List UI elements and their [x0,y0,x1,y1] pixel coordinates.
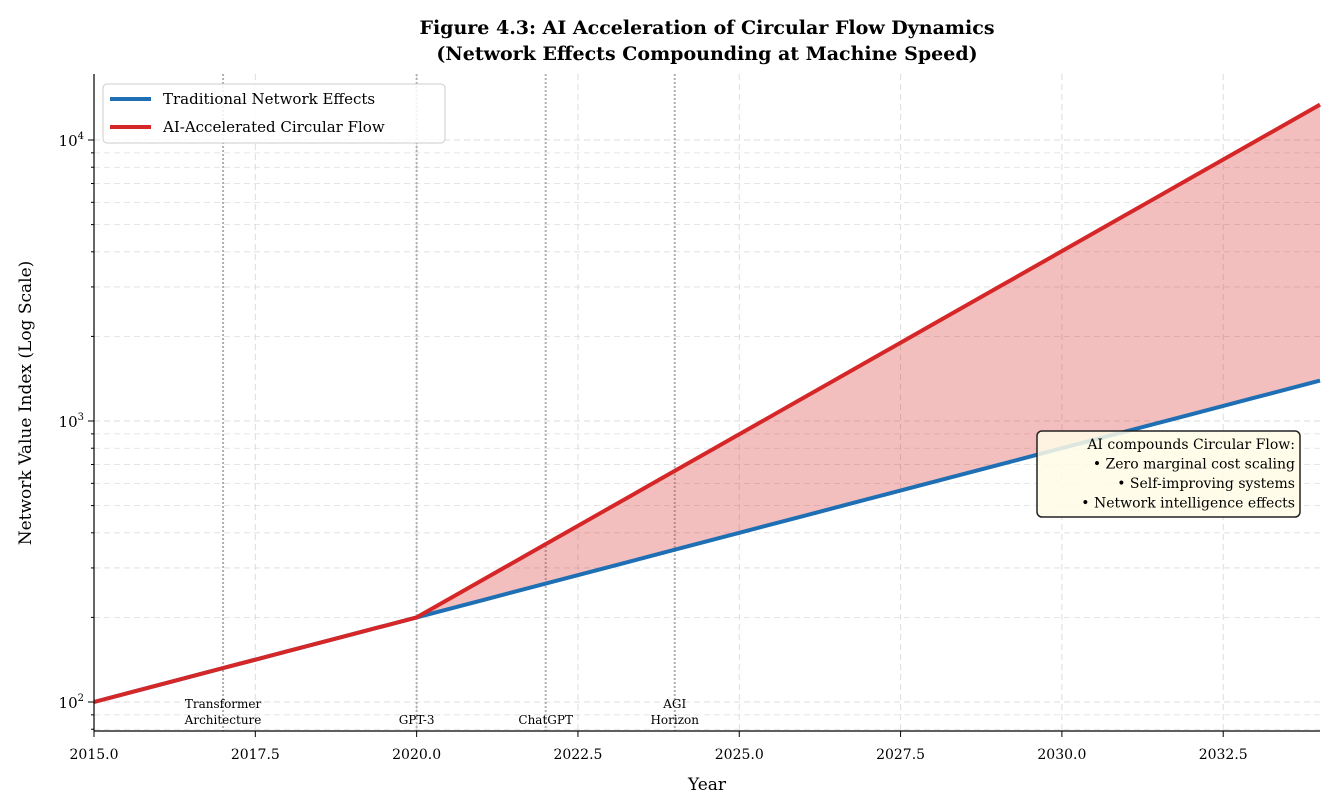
x-tick-label: 2032.5 [1199,747,1248,763]
y-tick-exponent: 3 [78,412,84,423]
annotation-line: • Network intelligence effects [1081,496,1295,512]
event-label: ChatGPT [518,713,573,727]
fill-between-area [94,104,1320,703]
chart-title: Figure 4.3: AI Acceleration of Circular … [419,17,994,39]
y-tick-exponent: 2 [78,693,84,704]
event-label: GPT-3 [399,713,435,727]
x-tick-label: 2022.5 [553,747,602,763]
legend-label: Traditional Network Effects [163,90,375,108]
event-label: Transformer [185,697,262,711]
y-tick-base: 10 [59,132,78,150]
x-tick-label: 2027.5 [876,747,925,763]
x-axis-label: Year [687,775,727,795]
event-label: AGI [662,697,686,711]
annotation-line: • Zero marginal cost scaling [1093,457,1295,473]
y-tick-exponent: 4 [78,131,84,142]
legend-label: AI-Accelerated Circular Flow [162,118,385,136]
legend: Traditional Network Effects AI-Accelerate… [102,83,446,144]
y-tick-label: 103 [59,412,84,431]
x-tick-label: 2015.0 [70,747,119,763]
annotation-line: • Self-improving systems [1117,476,1295,492]
event-markers: Transformer Architecture GPT-3 ChatGPT AGI Ho… [184,74,699,731]
y-tick-label: 104 [59,131,84,150]
event-label: Horizon [650,713,699,727]
y-axis-label: Network Value Index (Log Scale) [16,261,36,546]
grid [94,74,1320,731]
x-tick-label: 2030.0 [1037,747,1086,763]
y-tick-base: 10 [59,694,78,712]
y-tick-base: 10 [59,413,78,431]
x-tick-label: 2020.0 [392,747,441,763]
x-tick-label: 2017.5 [231,747,280,763]
y-tick-label: 102 [59,693,84,712]
legend-box [102,83,446,144]
series-line [93,102,1321,704]
annotation-box: AI compounds Circular Flow: • Zero margin… [1036,430,1301,518]
chart-subtitle: (Network Effects Compounding at Machine … [436,43,977,65]
annotation-line: AI compounds Circular Flow: [1086,437,1295,453]
annotation-background [1036,430,1301,518]
event-label: Architecture [184,713,262,727]
x-tick-label: 2025.0 [715,747,764,763]
axes: 2015.0 2017.5 2020.0 2022.5 2025.0 2027.5 2030… [59,74,1320,763]
